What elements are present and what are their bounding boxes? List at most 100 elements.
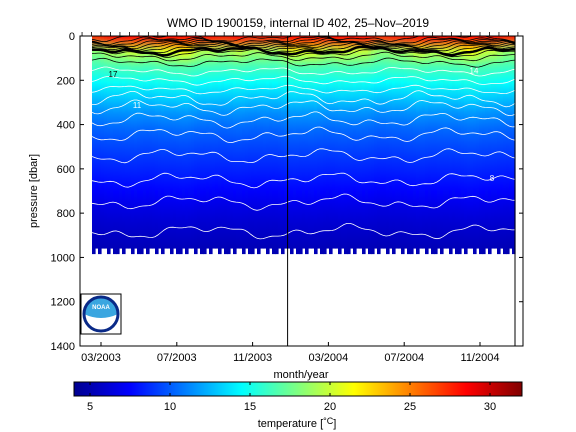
heatmap-cell bbox=[302, 36, 306, 249]
heatmap-cell bbox=[191, 36, 195, 249]
colorbar-tick-label: 25 bbox=[404, 401, 416, 413]
heatmap-cell bbox=[101, 36, 105, 249]
contour-line bbox=[91, 66, 516, 77]
heatmap-cell bbox=[293, 36, 297, 249]
heatmap-cell bbox=[245, 36, 249, 249]
contour-line bbox=[91, 148, 516, 164]
heatmap-cell bbox=[155, 36, 159, 255]
heatmap-cell bbox=[425, 36, 429, 255]
contour-line bbox=[91, 39, 516, 50]
heatmap-cell bbox=[266, 36, 270, 255]
x-axis-label: month/year bbox=[273, 369, 328, 381]
heatmap-cell bbox=[512, 36, 516, 255]
colorbar-tick-label: 30 bbox=[484, 401, 496, 413]
heatmap-cell bbox=[143, 36, 147, 249]
heatmap-cell bbox=[446, 36, 450, 249]
heatmap-cell bbox=[125, 36, 129, 249]
y-tick-label: 600 bbox=[57, 164, 75, 176]
heatmap-cell bbox=[359, 36, 363, 249]
heatmap-cell bbox=[488, 36, 492, 255]
heatmap-cell bbox=[350, 36, 354, 249]
heatmap-cell bbox=[263, 36, 267, 249]
contour-line bbox=[91, 37, 516, 48]
y-tick-label: 1200 bbox=[51, 297, 75, 309]
heatmap-cell bbox=[317, 36, 321, 249]
heatmap-cell bbox=[275, 36, 279, 255]
contour-line bbox=[91, 75, 516, 86]
contour-line bbox=[91, 126, 516, 144]
heatmap-cell bbox=[140, 36, 144, 255]
heatmap-cell bbox=[284, 36, 288, 249]
heatmap-cell bbox=[167, 36, 171, 249]
heatmap-cell bbox=[485, 36, 489, 249]
contour-line bbox=[91, 43, 516, 54]
x-tick-label: 07/2003 bbox=[157, 352, 197, 364]
heatmap-cell bbox=[296, 36, 300, 255]
contour-layer bbox=[91, 36, 516, 240]
heatmap-cell bbox=[98, 36, 102, 255]
heatmap-cell bbox=[218, 36, 222, 255]
heatmap-cell bbox=[188, 36, 192, 249]
heatmap-cell bbox=[380, 36, 384, 249]
heatmap-cell bbox=[323, 36, 327, 255]
heatmap-cell bbox=[326, 36, 330, 249]
colorbar-tick-label: 15 bbox=[244, 401, 256, 413]
colorbar-label-close: ] bbox=[333, 418, 336, 430]
heatmap-cell bbox=[257, 36, 261, 255]
heatmap-cell bbox=[365, 36, 369, 249]
contour-label: 8 bbox=[490, 174, 495, 183]
heatmap-cell bbox=[164, 36, 168, 249]
heatmap-cell bbox=[161, 36, 165, 255]
heatmap-cell bbox=[494, 36, 498, 249]
heatmap-cell bbox=[236, 36, 240, 249]
x-tick-label: 03/2003 bbox=[81, 352, 121, 364]
heatmap-cell bbox=[170, 36, 174, 255]
heatmap-cell bbox=[416, 36, 420, 255]
heatmap-cell bbox=[374, 36, 378, 249]
contour-line bbox=[91, 45, 515, 57]
heatmap-cell bbox=[395, 36, 399, 249]
heatmap-cell bbox=[335, 36, 339, 249]
contour-line bbox=[91, 41, 515, 52]
plot-area bbox=[91, 36, 516, 255]
heatmap-cell bbox=[137, 36, 141, 255]
heatmap-cell bbox=[368, 36, 372, 255]
heatmap-cell bbox=[437, 36, 441, 249]
heatmap-cell bbox=[146, 36, 150, 255]
heatmap-cell bbox=[104, 36, 108, 249]
heatmap-cell bbox=[209, 36, 213, 255]
heatmap-cell bbox=[383, 36, 387, 249]
heatmap-cell bbox=[305, 36, 309, 255]
heatmap-cell bbox=[272, 36, 276, 255]
heatmap-cell bbox=[107, 36, 111, 255]
heatmap-cell bbox=[200, 36, 204, 255]
marker-layer bbox=[287, 36, 516, 346]
heatmap-cell bbox=[407, 36, 411, 255]
heatmap-cell bbox=[476, 36, 480, 249]
heatmap-cell bbox=[290, 36, 294, 255]
heatmap-cell bbox=[338, 36, 342, 255]
noaa-logo: NOAA bbox=[80, 293, 122, 335]
contour-label-layer: 17 14 11 8 bbox=[109, 67, 495, 183]
heatmap-cell bbox=[497, 36, 501, 255]
heatmap-cell bbox=[248, 36, 252, 255]
heatmap-cell bbox=[461, 36, 465, 249]
heatmap-cell bbox=[116, 36, 120, 255]
heatmap-cell bbox=[353, 36, 357, 255]
colorbar-tick-label: 5 bbox=[87, 401, 93, 413]
heatmap-cell bbox=[152, 36, 156, 249]
heatmap-cell bbox=[464, 36, 468, 255]
contour-line bbox=[91, 36, 516, 46]
heatmap-cell bbox=[308, 36, 312, 249]
y-axis-label: pressure [dbar] bbox=[28, 154, 40, 228]
colorbar-tick-label: 10 bbox=[164, 401, 176, 413]
heatmap-cell bbox=[410, 36, 414, 255]
heatmap-cell bbox=[404, 36, 408, 249]
y-tick-label: 1000 bbox=[51, 252, 75, 264]
heatmap-cell bbox=[278, 36, 282, 249]
heatmap-cell bbox=[467, 36, 471, 249]
x-tick-label: 11/2004 bbox=[461, 352, 500, 364]
heatmap-cell bbox=[470, 36, 474, 249]
colorbar-label-main: temperature [ bbox=[258, 418, 323, 430]
